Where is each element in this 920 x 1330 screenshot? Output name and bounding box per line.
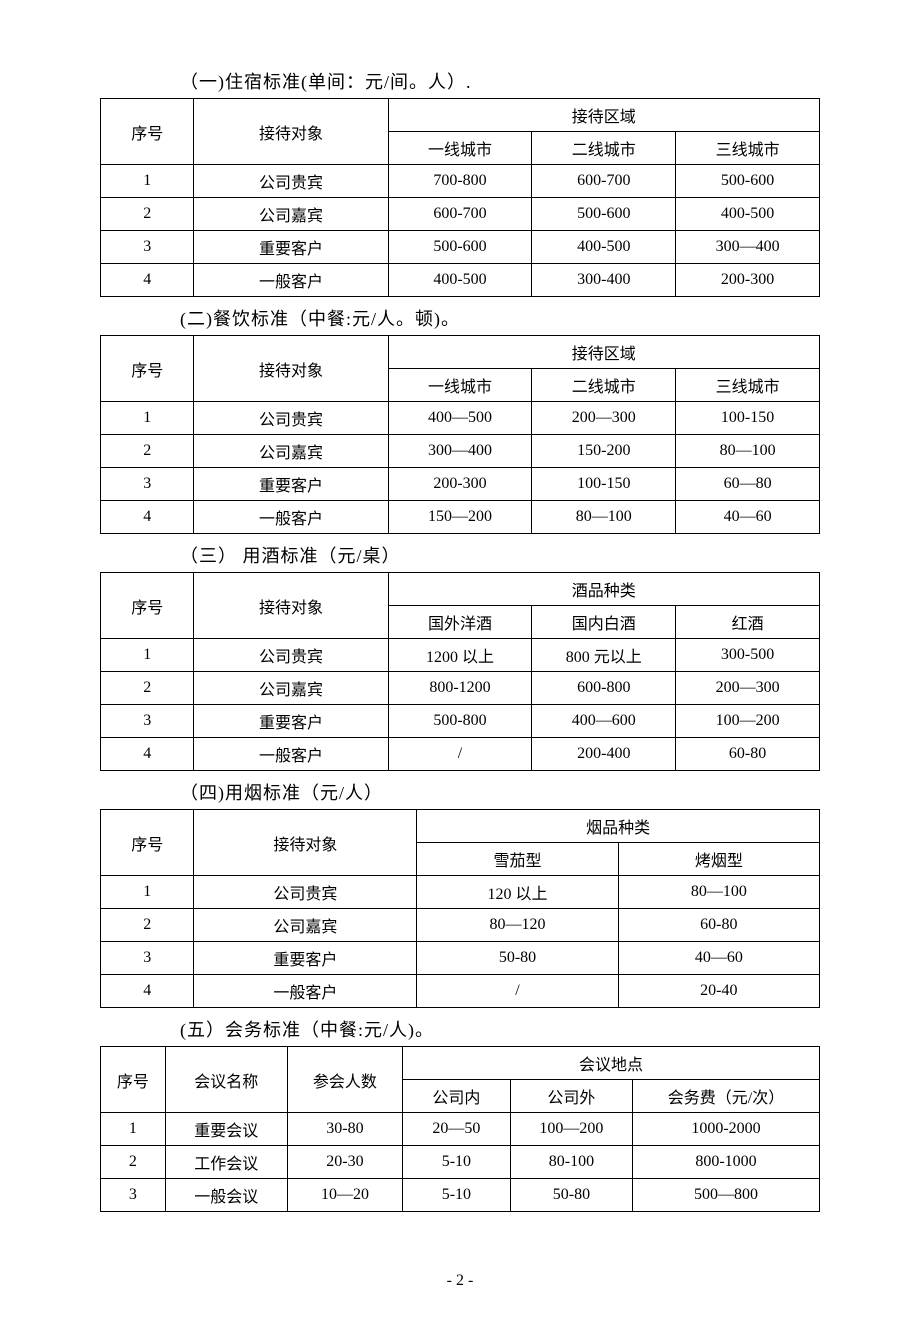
col-in: 公司内: [402, 1080, 510, 1113]
col-city2: 烤烟型: [618, 843, 819, 876]
col-seq: 序号: [101, 1047, 166, 1113]
col-region: 酒品种类: [388, 573, 819, 606]
col-city1: 国外洋酒: [388, 606, 532, 639]
table-row: 4一般客户400-500300-400200-300: [101, 264, 820, 297]
table-row: 3重要客户200-300100-15060—80: [101, 468, 820, 501]
table-row: 2公司嘉宾80—12060-80: [101, 909, 820, 942]
col-out: 公司外: [510, 1080, 632, 1113]
col-city3: 红酒: [676, 606, 820, 639]
page-number: - 2 -: [100, 1272, 820, 1290]
col-city2: 二线城市: [532, 369, 676, 402]
section1-table: 序号 接待对象 接待区域 一线城市 二线城市 三线城市 1公司贵宾700-800…: [100, 98, 820, 297]
col-obj: 接待对象: [194, 810, 417, 876]
col-city3: 三线城市: [676, 369, 820, 402]
table-row: 1公司贵宾400—500200—300100-150: [101, 402, 820, 435]
col-region: 接待区域: [388, 336, 819, 369]
table-row: 4一般客户/20-40: [101, 975, 820, 1008]
section1-title: （一)住宿标准(单间：元/间。人）.: [180, 68, 820, 94]
section5-title: (五）会务标准（中餐:元/人)。: [180, 1016, 820, 1042]
col-obj: 接待对象: [194, 336, 388, 402]
table-row: 2公司嘉宾300—400150-20080—100: [101, 435, 820, 468]
col-obj: 接待对象: [194, 99, 388, 165]
col-city1: 一线城市: [388, 369, 532, 402]
section3-table: 序号 接待对象 酒品种类 国外洋酒 国内白酒 红酒 1公司贵宾1200 以上80…: [100, 572, 820, 771]
table-row: 3重要客户500-800400—600100—200: [101, 705, 820, 738]
col-city2: 二线城市: [532, 132, 676, 165]
section2-table: 序号 接待对象 接待区域 一线城市 二线城市 三线城市 1公司贵宾400—500…: [100, 335, 820, 534]
table-row: 2公司嘉宾600-700500-600400-500: [101, 198, 820, 231]
table-row: 1公司贵宾120 以上80—100: [101, 876, 820, 909]
col-city1: 一线城市: [388, 132, 532, 165]
table-row: 4一般客户150—20080—10040—60: [101, 501, 820, 534]
col-seq: 序号: [101, 810, 194, 876]
table-row: 3重要客户50-8040—60: [101, 942, 820, 975]
table-row: 3一般会议10—205-1050-80500—800: [101, 1179, 820, 1212]
table-row: 2工作会议20-305-1080-100800-1000: [101, 1146, 820, 1179]
section3-title: （三） 用酒标准（元/桌）: [180, 542, 820, 568]
col-city3: 三线城市: [676, 132, 820, 165]
col-name: 会议名称: [165, 1047, 287, 1113]
section2-title: (二)餐饮标准（中餐:元/人。顿)。: [180, 305, 820, 331]
col-seq: 序号: [101, 573, 194, 639]
col-city1: 雪茄型: [417, 843, 618, 876]
col-city2: 国内白酒: [532, 606, 676, 639]
table-row: 2公司嘉宾800-1200600-800200—300: [101, 672, 820, 705]
col-region: 接待区域: [388, 99, 819, 132]
col-people: 参会人数: [287, 1047, 402, 1113]
table-row: 4一般客户/200-40060-80: [101, 738, 820, 771]
col-region: 会议地点: [402, 1047, 819, 1080]
col-seq: 序号: [101, 336, 194, 402]
col-region: 烟品种类: [417, 810, 820, 843]
col-obj: 接待对象: [194, 573, 388, 639]
table-row: 1重要会议30-8020—50100—2001000-2000: [101, 1113, 820, 1146]
section4-table: 序号 接待对象 烟品种类 雪茄型 烤烟型 1公司贵宾120 以上80—100 2…: [100, 809, 820, 1008]
section5-table: 序号 会议名称 参会人数 会议地点 公司内 公司外 会务费（元/次） 1重要会议…: [100, 1046, 820, 1212]
table-row: 1公司贵宾700-800600-700500-600: [101, 165, 820, 198]
table-row: 3重要客户500-600400-500300—400: [101, 231, 820, 264]
section4-title: （四)用烟标准（元/人）: [180, 779, 820, 805]
table-row: 1公司贵宾1200 以上800 元以上300-500: [101, 639, 820, 672]
col-seq: 序号: [101, 99, 194, 165]
col-fee: 会务费（元/次）: [633, 1080, 820, 1113]
